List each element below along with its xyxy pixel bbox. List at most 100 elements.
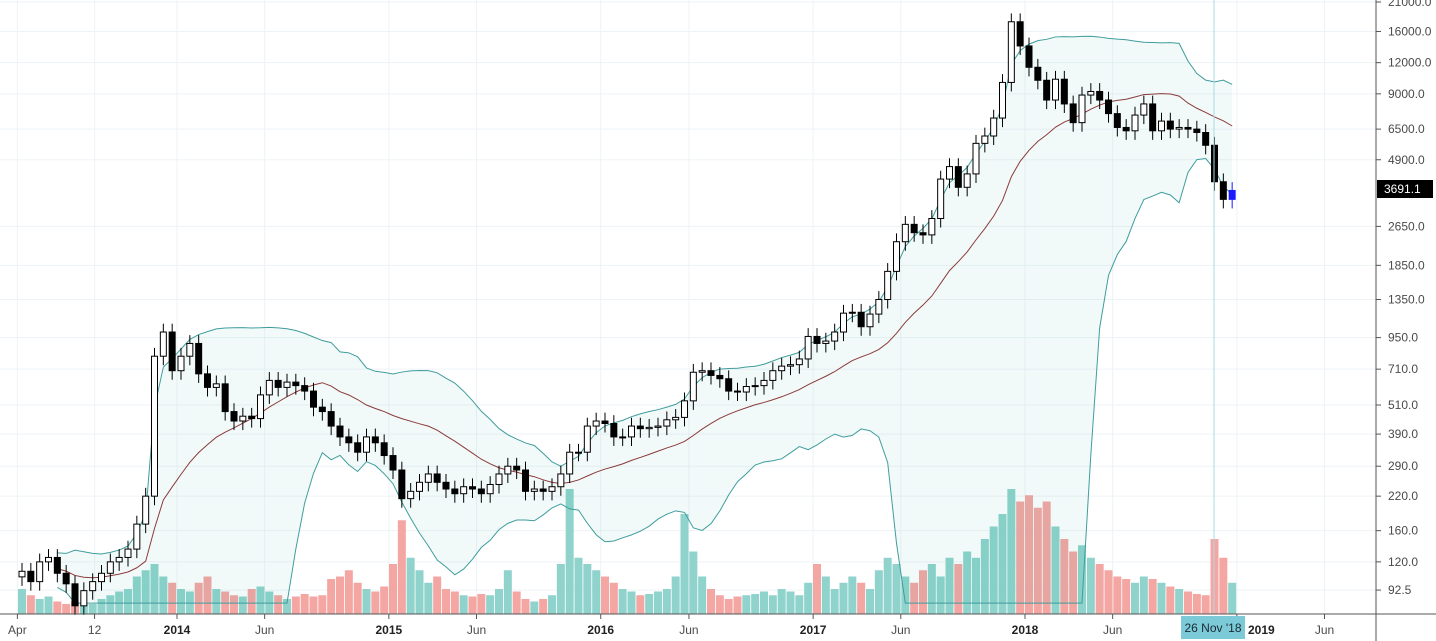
volume-bar xyxy=(450,591,459,614)
volume-bar xyxy=(26,595,35,614)
candle-body xyxy=(257,394,264,420)
volume-bar xyxy=(883,557,892,614)
volume-bar xyxy=(371,591,380,614)
candle-body xyxy=(716,374,724,380)
candle-body xyxy=(539,488,547,492)
candle-body xyxy=(592,420,600,427)
volume-bar xyxy=(247,589,256,614)
candle-body xyxy=(689,371,697,402)
volume-bar xyxy=(1139,576,1148,614)
volume-bar xyxy=(539,599,548,614)
candle-body xyxy=(875,298,883,315)
candle-body xyxy=(18,570,26,578)
volume-bar xyxy=(1192,594,1201,614)
volume-bar xyxy=(972,557,980,614)
candle-body xyxy=(336,425,344,438)
volume-bar xyxy=(919,570,927,614)
candle-body xyxy=(734,390,741,393)
x-tick-label: 12 xyxy=(88,623,102,637)
candle-body xyxy=(566,451,574,475)
candle-body xyxy=(363,436,370,453)
candle-body xyxy=(698,370,706,373)
x-tick-label: Jun xyxy=(1315,623,1334,637)
candle-body xyxy=(919,232,927,236)
time-axis[interactable]: Apr 12 2014 Jun 2015 Jun 2016 Jun 2017 Jun 2018 Jun… xyxy=(8,614,1334,637)
volume-bar xyxy=(300,594,309,614)
volume-bar xyxy=(1131,582,1139,614)
volume-bar xyxy=(159,576,168,614)
candle-body xyxy=(787,364,794,367)
volume-bar xyxy=(901,576,910,614)
candle-body xyxy=(1228,189,1236,200)
candle-body xyxy=(398,469,406,500)
volume-bar xyxy=(866,589,874,614)
volume-bar xyxy=(353,582,362,614)
y-tick-label: 950.0 xyxy=(1388,331,1418,345)
candle-body xyxy=(1025,45,1033,68)
price-axis[interactable]: 21000.0 16000.0 12000.0 9000.0 6500.0 4900.0 2… xyxy=(1376,0,1432,597)
volume-bar xyxy=(671,576,680,614)
candle-body xyxy=(1202,132,1210,146)
volume-bar xyxy=(1069,551,1078,614)
volume-bar xyxy=(857,582,866,614)
candle-body xyxy=(937,178,945,219)
y-tick-label: 21000.0 xyxy=(1388,0,1432,9)
volume-bar xyxy=(998,514,1007,614)
y-tick-label: 1850.0 xyxy=(1388,258,1425,272)
candle-body xyxy=(663,419,671,427)
volume-bar xyxy=(601,576,609,614)
candle-body xyxy=(1193,128,1201,134)
volume-bar xyxy=(1219,557,1228,614)
volume-bar xyxy=(1078,545,1086,614)
volume-bar xyxy=(194,582,203,614)
volume-bar xyxy=(486,595,495,614)
candle-body xyxy=(575,451,582,454)
volume-bar xyxy=(291,596,300,614)
candle-body xyxy=(548,486,556,492)
candle-body xyxy=(416,481,423,492)
volume-bar xyxy=(548,595,556,614)
volume-bar xyxy=(238,596,247,614)
volume-bar xyxy=(963,551,972,614)
volume-bar xyxy=(18,589,26,614)
y-tick-label: 4900.0 xyxy=(1388,153,1425,167)
volume-bar xyxy=(1025,495,1033,614)
candle-body xyxy=(221,383,229,413)
candle-body xyxy=(760,379,768,387)
volume-bar xyxy=(389,564,397,614)
volume-bar xyxy=(97,599,106,614)
volume-bar xyxy=(1051,526,1060,614)
candle-body xyxy=(424,473,432,483)
volume-bar xyxy=(1157,582,1166,614)
candle-body xyxy=(1007,21,1015,83)
candle-body xyxy=(857,311,865,328)
candle-body xyxy=(292,381,300,387)
volume-bar xyxy=(397,520,406,614)
candle-body xyxy=(504,465,512,475)
x-tick-label: Jun xyxy=(891,623,910,637)
candle-body xyxy=(327,411,335,427)
y-tick-label: 160.0 xyxy=(1388,524,1418,538)
candle-body xyxy=(195,342,203,375)
volume-bar xyxy=(927,564,936,614)
x-tick-label: 2017 xyxy=(800,623,827,637)
last-price-label: 3691.1 xyxy=(1377,180,1433,198)
volume-bar xyxy=(1007,489,1016,614)
candle-body xyxy=(486,483,494,495)
volume-bar xyxy=(830,589,839,614)
candle-body xyxy=(583,425,591,453)
y-tick-label: 92.5 xyxy=(1388,583,1412,597)
volume-bars xyxy=(18,489,1237,614)
candle-body xyxy=(954,166,962,188)
volume-bar xyxy=(786,591,795,614)
candle-body xyxy=(248,415,256,420)
volume-bar xyxy=(512,591,521,614)
volume-bar xyxy=(945,557,954,614)
volume-bar xyxy=(1228,582,1237,614)
candle-body xyxy=(513,465,521,471)
volume-bar xyxy=(35,599,44,614)
volume-bar xyxy=(1175,589,1184,614)
volume-bar xyxy=(874,570,883,614)
candle-body xyxy=(972,142,980,175)
